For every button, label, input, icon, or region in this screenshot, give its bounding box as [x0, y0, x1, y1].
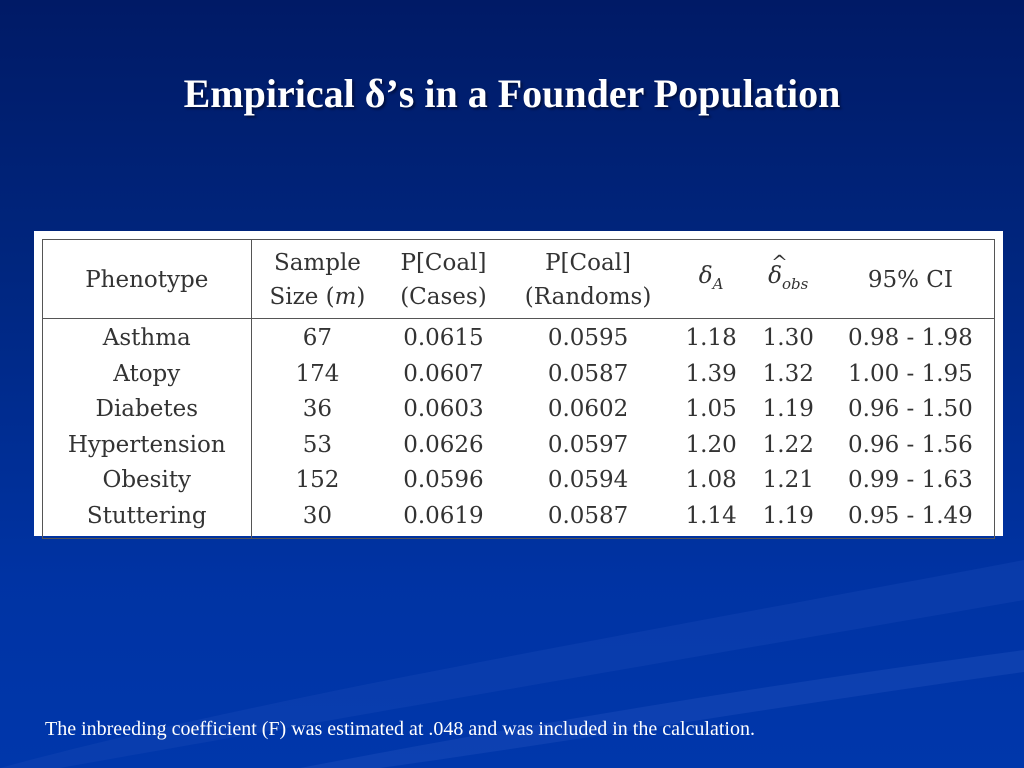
cell-delta-a: 1.05: [685, 396, 737, 422]
table-row: Hypertension 53 0.0626 0.0597 1.20 1.22 …: [42, 427, 995, 463]
cell-ci: 0.95 - 1.49: [848, 502, 973, 529]
cell-pcoal-randoms: 0.0597: [547, 431, 629, 458]
cell-pcoal-cases: 0.0615: [403, 325, 484, 351]
table-row: Atopy 174 0.0607 0.0587 1.39 1.32 1.00 -…: [42, 356, 995, 392]
cell-ci: 0.99 - 1.63: [848, 467, 973, 493]
header-pcoal-cases-line1: P[Coal]: [400, 250, 487, 276]
cell-delta-obs: 1.19: [762, 396, 814, 422]
cell-delta-a: 1.08: [685, 467, 737, 493]
header-sample-size-line1: Sample: [273, 250, 361, 276]
header-ci: 95% CI: [826, 239, 995, 319]
cell-ci: 0.96 - 1.56: [848, 431, 973, 458]
cell-sample-size: 67: [302, 325, 333, 351]
footnote: The inbreeding coefficient (F) was estim…: [45, 718, 755, 740]
header-sample-size-line2: Size (m): [258, 280, 378, 314]
header-delta-obs-symbol: δ: [768, 263, 783, 289]
header-delta-obs-symbol-wrap: ^ δ: [768, 250, 788, 293]
table-row: Asthma 67 0.0615 0.0595 1.18 1.30 0.98 -…: [42, 318, 995, 357]
cell-sample-size: 174: [295, 360, 340, 387]
cell-phenotype: Hypertension: [42, 427, 252, 463]
cell-delta-obs: 1.32: [762, 360, 814, 387]
results-table: Phenotype Sample Size (m) P[Coal] (Cases…: [42, 239, 995, 539]
cell-ci: 1.00 - 1.95: [848, 360, 973, 387]
header-pcoal-randoms-line2: (Randoms): [524, 284, 652, 310]
cell-pcoal-cases: 0.0607: [403, 360, 484, 387]
header-sample-size-var: m: [334, 284, 357, 310]
header-sample-size: Sample Size (m): [251, 239, 384, 319]
cell-delta-a: 1.18: [685, 325, 737, 351]
table-header-row: Phenotype Sample Size (m) P[Coal] (Cases…: [42, 239, 995, 319]
cell-pcoal-randoms: 0.0594: [547, 467, 629, 493]
cell-pcoal-cases: 0.0596: [403, 467, 484, 493]
header-delta-a-symbol: δ: [698, 263, 713, 289]
cell-phenotype: Asthma: [42, 318, 252, 357]
cell-phenotype: Obesity: [42, 463, 252, 499]
header-pcoal-randoms-line1: P[Coal]: [545, 250, 632, 276]
header-pcoal-cases-line2: (Cases): [400, 284, 487, 310]
cell-sample-size: 36: [302, 396, 333, 422]
cell-pcoal-cases: 0.0626: [403, 431, 484, 458]
table-row: Diabetes 36 0.0603 0.0602 1.05 1.19 0.96…: [42, 392, 995, 428]
cell-pcoal-cases: 0.0603: [403, 396, 484, 422]
cell-phenotype: Stuttering: [42, 498, 252, 539]
cell-pcoal-randoms: 0.0587: [547, 360, 629, 387]
header-pcoal-randoms: P[Coal] (Randoms): [503, 239, 673, 319]
table-row: Stuttering 30 0.0619 0.0587 1.14 1.19 0.…: [42, 498, 995, 539]
cell-pcoal-cases: 0.0619: [403, 502, 484, 529]
cell-delta-a: 1.20: [685, 431, 737, 458]
cell-pcoal-randoms: 0.0602: [547, 396, 629, 422]
cell-phenotype: Atopy: [42, 356, 252, 392]
cell-sample-size: 53: [302, 431, 333, 458]
cell-delta-obs: 1.21: [762, 467, 814, 493]
cell-ci: 0.96 - 1.50: [848, 396, 973, 422]
cell-sample-size: 152: [295, 467, 340, 493]
cell-delta-a: 1.14: [685, 502, 737, 529]
cell-sample-size: 30: [302, 502, 333, 529]
cell-ci: 0.98 - 1.98: [848, 325, 973, 351]
cell-delta-obs: 1.30: [762, 325, 814, 351]
header-delta-a-sub: A: [712, 275, 724, 293]
header-delta-obs-sub: obs: [782, 275, 809, 293]
header-sample-size-prefix: Size (: [269, 284, 335, 310]
header-pcoal-cases: P[Coal] (Cases): [383, 239, 504, 319]
cell-delta-obs: 1.22: [762, 431, 814, 458]
header-delta-obs-hat: ^: [771, 250, 788, 274]
table-row: Obesity 152 0.0596 0.0594 1.08 1.21 0.99…: [42, 463, 995, 499]
header-delta-a: δA: [672, 239, 750, 319]
cell-pcoal-randoms: 0.0595: [547, 325, 629, 351]
cell-delta-a: 1.39: [685, 360, 737, 387]
results-table-card: Phenotype Sample Size (m) P[Coal] (Cases…: [34, 231, 1003, 539]
cell-delta-obs: 1.19: [762, 502, 814, 529]
header-phenotype: Phenotype: [42, 239, 252, 319]
cell-phenotype: Diabetes: [42, 392, 252, 428]
cell-pcoal-randoms: 0.0587: [547, 502, 629, 529]
header-sample-size-suffix: ): [356, 284, 366, 310]
header-delta-obs: ^ δobs: [749, 239, 827, 319]
slide-title: Empirical δ’s in a Founder Population: [183, 71, 841, 116]
